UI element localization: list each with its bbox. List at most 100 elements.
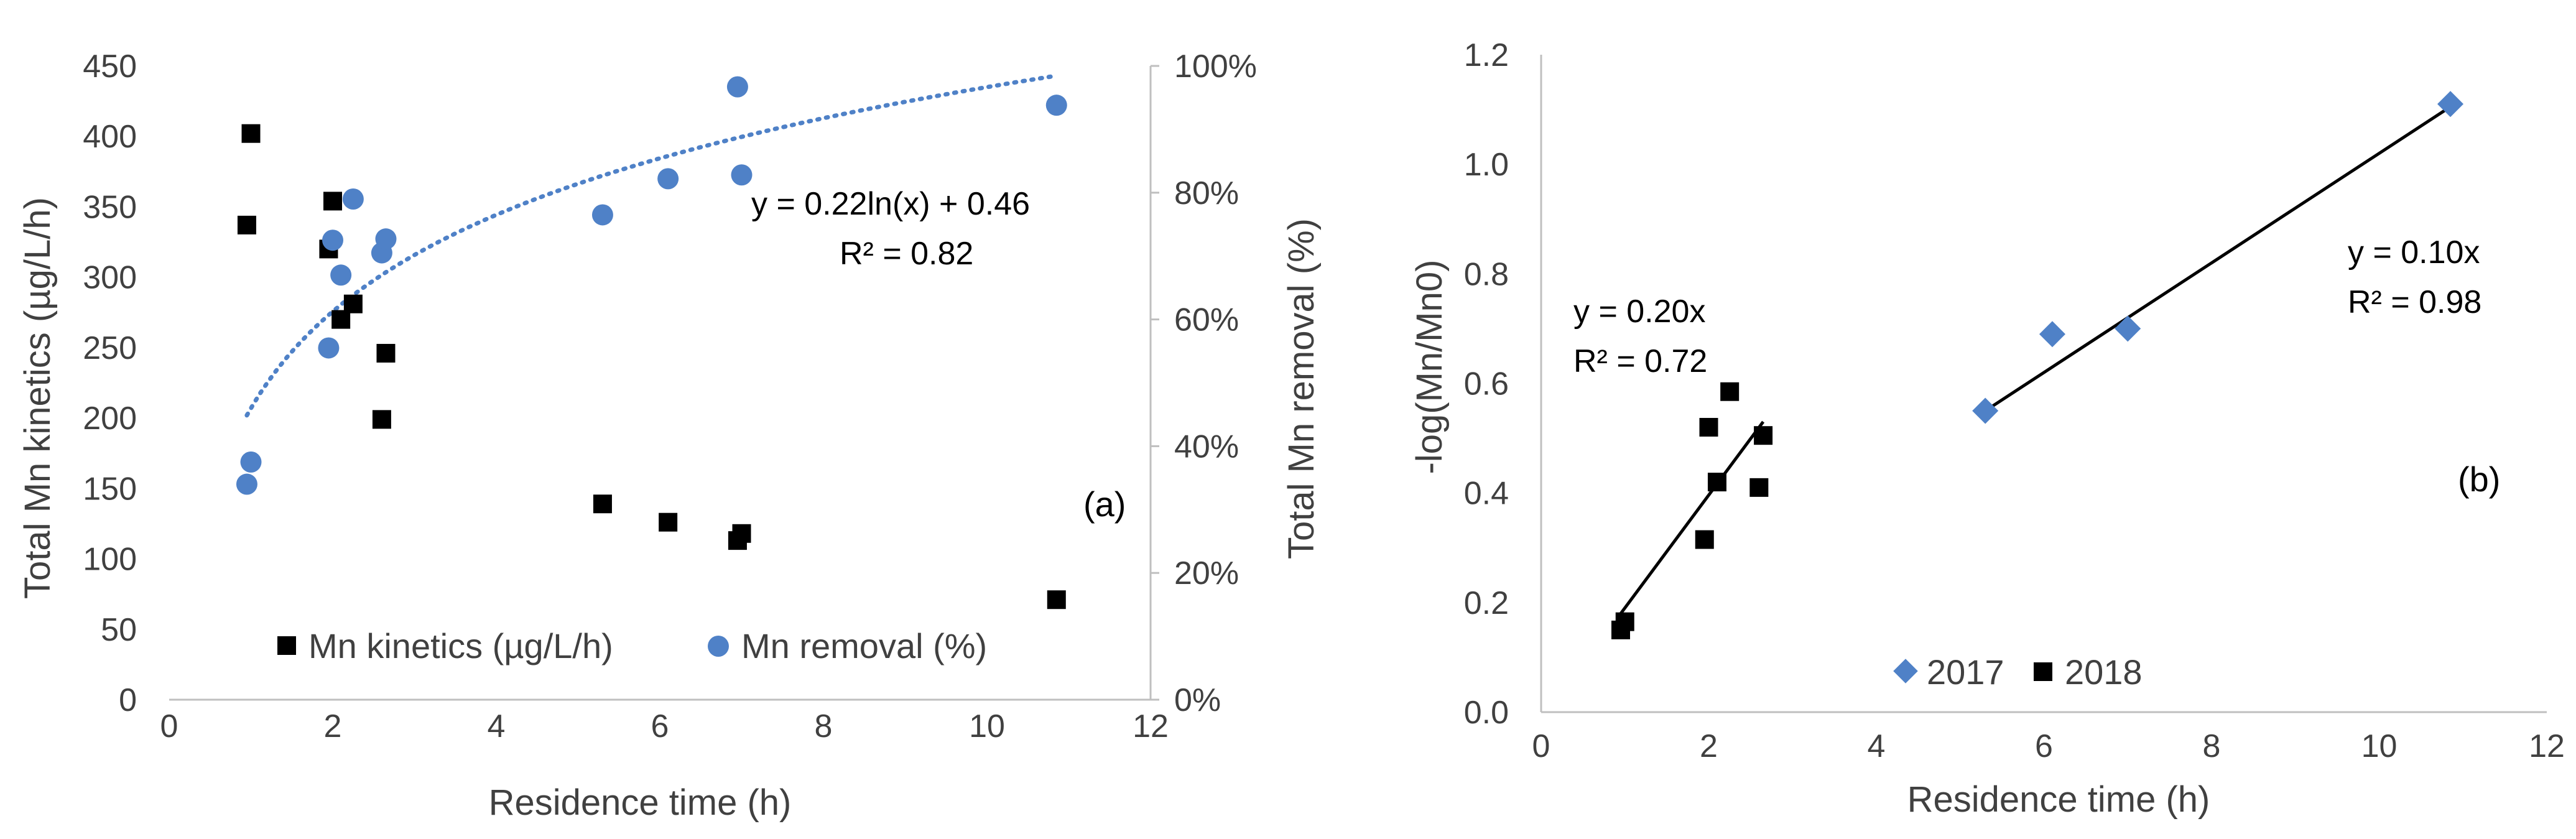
- mn-kinetics-point: [323, 192, 342, 211]
- panel-b-axes: [1540, 55, 2547, 713]
- series-2017-point: [2115, 315, 2141, 342]
- mn-kinetics-point: [237, 215, 256, 234]
- y-tick-label: 0.4: [1464, 476, 1509, 512]
- x-tick-label: 0: [1532, 728, 1550, 764]
- legend-square-marker-2018: [2034, 662, 2052, 681]
- y-tick-label: 200: [83, 401, 137, 437]
- chart-panel-b: 0 2 4 6 8 10 12 0.0 0.2 0.4 0.6 0.8 1.0 1.2 Residenc…: [1409, 37, 2565, 820]
- panel-a-y2-tick-labels: 0% 20% 40% 60% 80% 100%: [1174, 49, 1257, 718]
- y-tick-label: 450: [83, 49, 137, 85]
- x-tick-label: 10: [969, 708, 1005, 744]
- mn-kinetics-point: [593, 494, 612, 514]
- y2-tick-label: 80%: [1174, 175, 1239, 211]
- y2-tick-label: 20%: [1174, 555, 1239, 591]
- panel-a-trend-equation: y = 0.22ln(x) + 0.46: [751, 186, 1030, 222]
- mn-removal-point: [375, 228, 397, 250]
- trendline-2017: [1984, 105, 2452, 412]
- series-2018-point: [1699, 417, 1718, 437]
- panel-b-2017-r2: R² = 0.98: [2348, 284, 2481, 320]
- mn-removal-point: [240, 451, 262, 473]
- series-2018-point: [1754, 426, 1773, 445]
- legend-label-mn-kinetics: Mn kinetics (µg/L/h): [308, 626, 613, 665]
- mn-removal-point: [1045, 95, 1067, 116]
- mn-removal-point: [330, 264, 352, 286]
- panel-a-axes: [169, 65, 1159, 701]
- series-2018-point: [1695, 530, 1714, 549]
- panel-b-y-axis-title: -log(Mn/Mn0): [1409, 260, 1450, 475]
- mn-removal-point: [342, 188, 364, 210]
- panel-b-label: (b): [2458, 460, 2500, 499]
- y2-tick-label: 60%: [1174, 302, 1239, 338]
- y-tick-label: 1.0: [1464, 147, 1509, 183]
- x-tick-label: 6: [651, 708, 669, 744]
- y-tick-label: 300: [83, 260, 137, 296]
- panel-a-trendline: [244, 73, 1059, 418]
- series-2018-point: [1615, 612, 1634, 631]
- mn-kinetics-point: [343, 294, 363, 313]
- y-tick-label: 0: [119, 682, 137, 718]
- panel-a-trend-r2: R² = 0.82: [840, 236, 973, 272]
- y-tick-label: 0.8: [1464, 256, 1509, 292]
- mn-removal-point: [591, 204, 613, 226]
- series-2017-point: [2437, 91, 2464, 118]
- legend-circle-marker: [708, 636, 729, 657]
- mn-removal-point: [318, 337, 340, 359]
- y-tick-label: 350: [83, 189, 137, 225]
- mn-kinetics-point: [241, 124, 261, 143]
- panel-b-x-tick-labels: 0 2 4 6 8 10 12: [1532, 728, 2565, 764]
- x-tick-label: 12: [2529, 728, 2565, 764]
- panel-b-y-tick-labels: 0.0 0.2 0.4 0.6 0.8 1.0 1.2: [1464, 37, 1509, 731]
- y-tick-label: 50: [101, 612, 137, 648]
- panel-b-trendlines: [1619, 105, 2452, 614]
- mn-kinetics-point: [376, 343, 396, 363]
- mn-removal-point: [726, 76, 748, 98]
- trendline-2018: [1619, 420, 1765, 614]
- y-tick-label: 250: [83, 330, 137, 366]
- series-2018-point: [1749, 478, 1769, 497]
- x-tick-label: 8: [2203, 728, 2221, 764]
- mn-removal-point: [236, 473, 257, 495]
- x-tick-label: 0: [160, 708, 178, 744]
- x-tick-label: 6: [2035, 728, 2053, 764]
- mn-kinetics-point: [372, 410, 391, 429]
- panel-b-series-2017: [1972, 91, 2464, 424]
- panel-b-x-axis-title: Residence time (h): [1907, 779, 2210, 820]
- legend-label-2018: 2018: [2065, 652, 2143, 692]
- panel-a-y-tick-labels: 0 50 100 150 200 250 300 350 400 450: [83, 49, 137, 718]
- x-tick-label: 2: [1700, 728, 1718, 764]
- y2-tick-label: 40%: [1174, 429, 1239, 465]
- panel-a-series-mn-removal: [236, 76, 1067, 495]
- x-tick-label: 12: [1133, 708, 1169, 744]
- legend-label-2017: 2017: [1927, 652, 2004, 692]
- panel-a-legend: Mn kinetics (µg/L/h) Mn removal (%): [277, 626, 987, 665]
- panel-a-y2-axis-title: Total Mn removal (%): [1281, 218, 1322, 559]
- panel-a-x-tick-labels: 0 2 4 6 8 10 12: [160, 708, 1169, 744]
- panel-b-2018-equation: y = 0.20x: [1573, 294, 1705, 330]
- x-tick-label: 10: [2361, 728, 2398, 764]
- legend-square-marker: [277, 636, 296, 655]
- panel-a-series-mn-kinetics: [237, 124, 1066, 610]
- mn-removal-point: [731, 164, 753, 186]
- y2-tick-label: 100%: [1174, 49, 1257, 85]
- mn-kinetics-point: [1047, 590, 1066, 610]
- x-tick-label: 4: [1868, 728, 1886, 764]
- mn-removal-point: [657, 168, 679, 190]
- series-2017-point: [2039, 321, 2065, 348]
- y-tick-label: 1.2: [1464, 37, 1509, 73]
- panel-b-2018-r2: R² = 0.72: [1573, 343, 1707, 379]
- panel-a-x-axis-title: Residence time (h): [489, 782, 792, 823]
- legend-label-mn-removal: Mn removal (%): [741, 626, 987, 665]
- y-tick-label: 0.0: [1464, 695, 1509, 731]
- chart-panel-a: 0 2 4 6 8 10 12 0 50 100 150 200 250 300 350 400 450 0%…: [17, 49, 1322, 823]
- mn-removal-point: [322, 229, 343, 251]
- x-tick-label: 8: [815, 708, 833, 744]
- panel-b-2017-equation: y = 0.10x: [2348, 234, 2480, 271]
- y-tick-label: 0.2: [1464, 585, 1509, 621]
- y-tick-label: 400: [83, 119, 137, 155]
- y-tick-label: 0.6: [1464, 366, 1509, 402]
- legend-diamond-marker: [1893, 659, 1918, 684]
- mn-kinetics-point: [732, 524, 751, 543]
- series-2018-point: [1707, 473, 1726, 492]
- x-tick-label: 4: [488, 708, 506, 744]
